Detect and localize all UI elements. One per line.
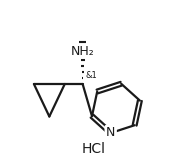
Text: N: N <box>106 127 115 139</box>
Text: NH₂: NH₂ <box>71 45 95 58</box>
Text: &1: &1 <box>86 71 98 80</box>
Text: HCl: HCl <box>82 142 106 156</box>
